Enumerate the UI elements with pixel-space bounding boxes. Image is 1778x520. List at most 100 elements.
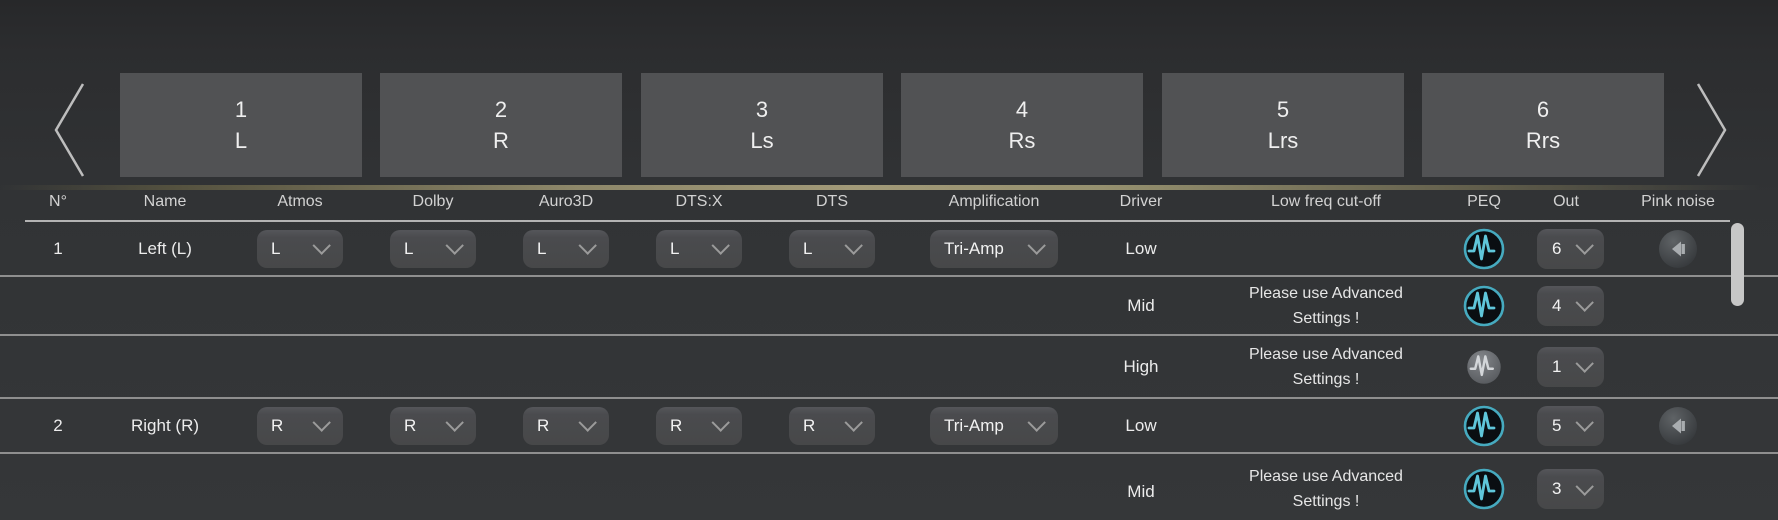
chevron-down-icon (1027, 413, 1046, 432)
channel-label: R (493, 127, 509, 153)
col-header-num: N° (49, 193, 67, 210)
peq-waveform-icon (1463, 228, 1505, 269)
out-channel-select[interactable]: 4 (1537, 285, 1604, 326)
channel-tab-1[interactable]: 1 L (120, 73, 362, 177)
out-channel-select[interactable]: 6 (1537, 228, 1604, 269)
chevron-down-icon (1575, 413, 1594, 432)
peq-waveform-icon (1463, 468, 1505, 510)
channel-label: Rs (1008, 127, 1036, 153)
peq-button[interactable] (1463, 285, 1505, 327)
driver-label: High (1123, 356, 1159, 376)
dts-select[interactable]: L (789, 229, 875, 268)
pink-noise-button[interactable] (1658, 229, 1698, 269)
channel-label: Lrs (1267, 127, 1299, 153)
low-freq-note: Please use Advanced Settings ! (1249, 284, 1403, 327)
chevron-right-icon (1696, 83, 1727, 177)
channel-tab-3[interactable]: 3 Ls (641, 73, 883, 177)
out-channel-select[interactable]: 3 (1537, 469, 1604, 509)
driver-label: Low (1125, 238, 1157, 258)
amplification-select[interactable]: Tri-Amp (930, 406, 1058, 445)
atmos-select[interactable]: L (257, 229, 343, 268)
channel-tab-4[interactable]: 4 Rs (901, 73, 1143, 177)
low-freq-note: Please use Advanced Settings ! (1249, 468, 1403, 510)
col-header-name: Name (143, 193, 187, 210)
channel-label: Ls (750, 127, 774, 153)
channel-label: Rrs (1525, 127, 1561, 153)
chevron-down-icon (1575, 476, 1594, 496)
channel-tab-6[interactable]: 6 Rrs (1422, 73, 1664, 177)
chevron-down-icon (312, 413, 331, 432)
next-channels-button[interactable] (1691, 82, 1731, 178)
section-divider (0, 185, 1778, 190)
chevron-down-icon (445, 236, 464, 255)
col-header-driver: Driver (1119, 193, 1163, 210)
peq-button-disabled[interactable] (1466, 348, 1503, 385)
pink-noise-button[interactable] (1658, 406, 1698, 446)
chevron-down-icon (312, 236, 331, 255)
peq-waveform-icon (1467, 349, 1501, 384)
atmos-value: R (271, 415, 284, 435)
chevron-down-icon (1575, 236, 1594, 255)
dts-select[interactable]: R (789, 406, 875, 445)
col-header-atmos: Atmos (277, 193, 323, 210)
col-header-dts: DTS (816, 193, 848, 210)
dtsx-value: R (670, 415, 683, 435)
speaker-name: Right (R) (130, 415, 200, 435)
table-header-divider (25, 220, 1730, 222)
speaker-icon (1659, 406, 1697, 445)
atmos-value: L (271, 238, 281, 258)
chevron-down-icon (844, 236, 863, 255)
dtsx-value: L (670, 238, 680, 258)
speaker-icon (1659, 229, 1697, 268)
prev-channels-button[interactable] (50, 82, 90, 178)
channel-number: 2 (494, 96, 508, 122)
low-freq-note: Please use Advanced Settings ! (1249, 345, 1403, 388)
out-value: 5 (1552, 415, 1562, 435)
table-row: High Please use Advanced Settings ! 1 (0, 336, 1778, 399)
peq-button[interactable] (1463, 468, 1505, 510)
channel-label: L (234, 127, 248, 153)
amplification-value: Tri-Amp (944, 415, 1004, 435)
vertical-scrollbar-thumb[interactable] (1731, 223, 1744, 306)
auro3d-select[interactable]: L (523, 229, 609, 268)
col-header-auro3d: Auro3D (538, 193, 594, 210)
dolby-value: R (404, 415, 417, 435)
row-number: 2 (53, 415, 63, 435)
dolby-select[interactable]: L (390, 229, 476, 268)
channel-tab-5[interactable]: 5 Lrs (1162, 73, 1404, 177)
amplification-value: Tri-Amp (944, 238, 1004, 258)
atmos-select[interactable]: R (257, 406, 343, 445)
col-header-out: Out (1553, 193, 1579, 210)
driver-label: Mid (1127, 295, 1155, 315)
table-header: N° Name Atmos Dolby Auro3D DTS:X DTS Amp… (0, 191, 1778, 220)
dtsx-select[interactable]: R (656, 406, 742, 445)
chevron-down-icon (445, 413, 464, 432)
dtsx-select[interactable]: L (656, 229, 742, 268)
peq-waveform-icon (1463, 285, 1505, 326)
speaker-name: Left (L) (138, 238, 192, 258)
amplification-select[interactable]: Tri-Amp (930, 229, 1058, 268)
dolby-value: L (404, 238, 414, 258)
auro3d-select[interactable]: R (523, 406, 609, 445)
table-row: Mid Please use Advanced Settings ! 4 (0, 277, 1778, 336)
peq-button[interactable] (1463, 405, 1505, 447)
out-channel-select[interactable]: 5 (1537, 405, 1604, 446)
out-value: 1 (1552, 356, 1562, 376)
out-channel-select[interactable]: 1 (1537, 346, 1604, 387)
peq-waveform-icon (1463, 405, 1505, 446)
driver-label: Mid (1127, 482, 1155, 501)
chevron-down-icon (844, 413, 863, 432)
col-header-dtsx: DTS:X (675, 193, 723, 210)
col-header-pink-noise: Pink noise (1641, 193, 1715, 210)
chevron-down-icon (1027, 236, 1046, 255)
channel-number: 3 (755, 96, 769, 122)
table-row: 2 Right (R) R R R R R Tri-Amp Low 5 (0, 399, 1778, 454)
peq-button[interactable] (1463, 228, 1505, 270)
chevron-down-icon (711, 413, 730, 432)
auro3d-value: L (537, 238, 547, 258)
channel-tab-2[interactable]: 2 R (380, 73, 622, 177)
dolby-select[interactable]: R (390, 406, 476, 445)
out-value: 6 (1552, 238, 1562, 258)
channel-number: 4 (1015, 96, 1029, 122)
